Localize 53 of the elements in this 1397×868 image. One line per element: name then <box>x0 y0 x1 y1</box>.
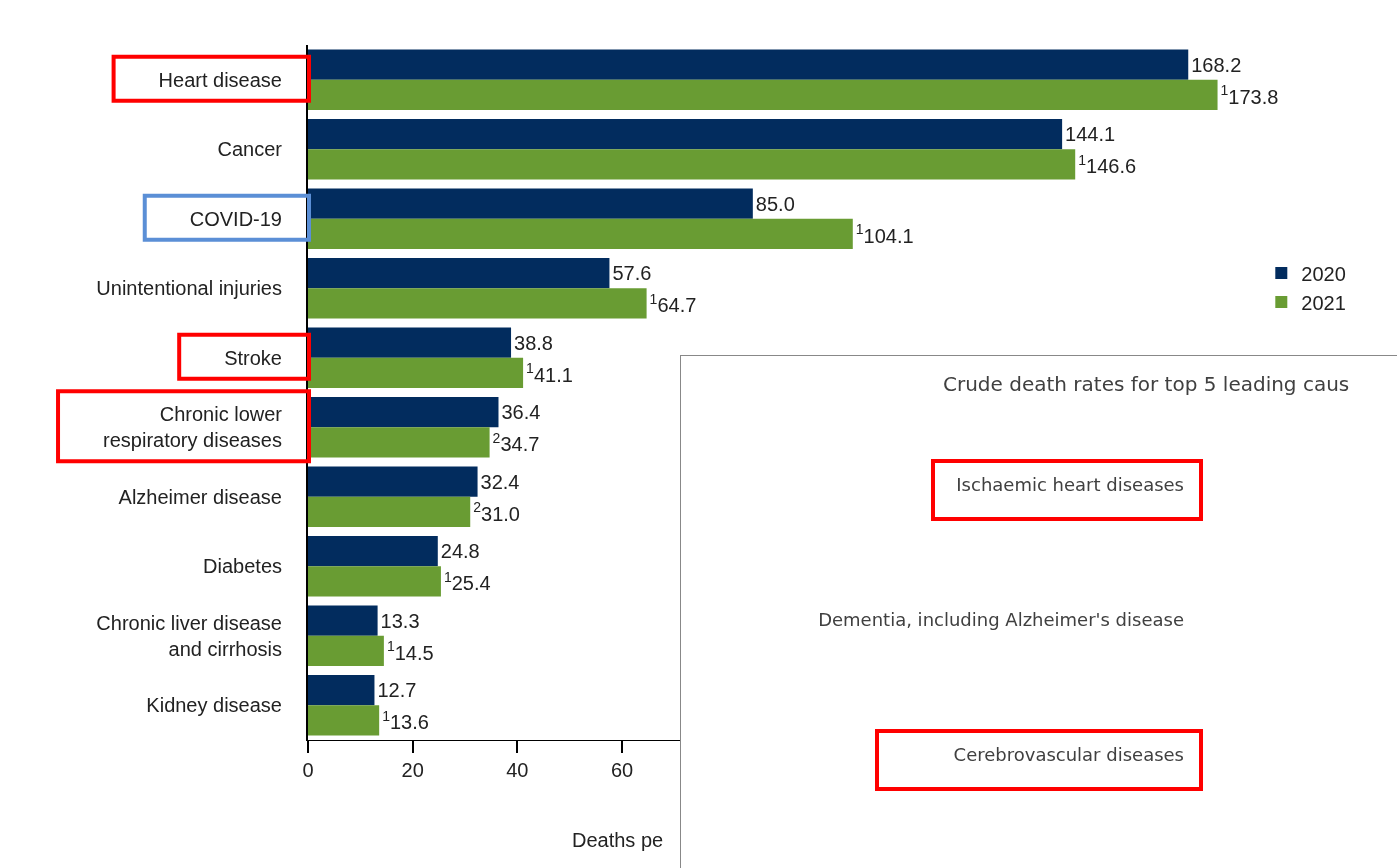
data-label: $^{1}$104.1 <box>855 221 914 247</box>
data-label: $^{1}$13.6 <box>382 707 429 734</box>
y-tick-label: Stroke <box>224 346 282 369</box>
legend-label: 2020 <box>1301 262 1346 285</box>
y-tick-label: Diabetes <box>203 555 282 578</box>
y-tick-label: Cancer <box>217 138 283 161</box>
data-label: 38.8 <box>514 331 553 354</box>
annotation: Dementia, including Alzheimer's disease <box>818 609 1184 630</box>
x-tick-label: 60 <box>610 759 634 781</box>
data-label: $^{1}$64.7 <box>649 290 697 317</box>
bar <box>308 566 441 597</box>
y-tick-label: Chronic lower respiratory diseases <box>103 403 283 452</box>
legend-label: 2021 <box>1301 291 1346 314</box>
text: Cerebrovascular diseases <box>953 744 1184 765</box>
y-tick-label: COVID-19 <box>189 207 282 230</box>
data-label: $^{1}$146.6 <box>1078 151 1137 178</box>
bar <box>308 536 438 567</box>
bar <box>308 605 378 636</box>
data-label: $^{1}$173.8 <box>1220 82 1279 108</box>
bar <box>308 496 471 527</box>
y-tick-label: Alzheimer disease <box>118 485 282 508</box>
bar <box>308 705 380 736</box>
bar <box>308 288 647 319</box>
bar <box>308 119 1063 150</box>
data-label: $^{2}$34.7 <box>492 429 540 456</box>
data-label: 13.3 <box>380 609 420 632</box>
data-label: 12.7 <box>377 679 417 702</box>
bar <box>308 258 610 289</box>
bar <box>308 675 375 706</box>
y-tick-label: Chronic liver disease and cirrhosis <box>96 611 282 660</box>
bar <box>308 466 478 497</box>
x-tick-label: 0 <box>302 759 314 781</box>
data-label: $^{1}$41.1 <box>526 360 573 386</box>
x-tick-label: 40 <box>506 759 529 781</box>
y-tick-label: Kidney disease <box>146 694 282 717</box>
data-label: $^{1}$14.5 <box>386 638 434 664</box>
y-tick-label: Heart disease <box>158 68 282 91</box>
bar <box>308 149 1076 180</box>
x-tick-label: 20 <box>401 759 424 781</box>
x-axis-title: Deaths pe <box>572 829 664 851</box>
data-label: $^{2}$31.0 <box>473 499 520 525</box>
data-label: $^{1}$25.4 <box>443 568 491 595</box>
annotation: Ischaemic heart diseases <box>956 474 1184 495</box>
data-label: 85.0 <box>755 192 795 215</box>
text: Crude death rates for top 5 leading caus <box>943 372 1350 396</box>
data-label: 168.2 <box>1191 53 1242 76</box>
data-label: 32.4 <box>480 470 520 493</box>
bar <box>308 635 384 666</box>
data-label: 24.8 <box>440 540 480 563</box>
y-tick-label: Unintentional injuries <box>96 277 282 300</box>
data-label: 144.1 <box>1065 123 1116 146</box>
data-label: 36.4 <box>501 401 541 424</box>
data-label: 57.6 <box>612 262 652 285</box>
